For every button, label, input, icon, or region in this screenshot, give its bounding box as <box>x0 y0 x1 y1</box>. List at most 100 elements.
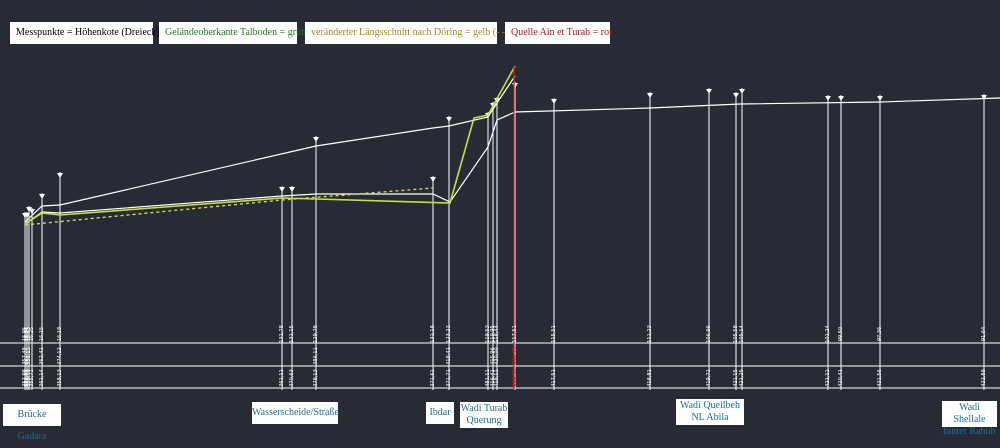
height-marker-triangle <box>551 99 557 104</box>
height-marker-triangle <box>877 96 883 101</box>
station-value-label: 374,12 <box>57 347 63 365</box>
legend-revised-yellow: veränderter Längsschnitt nach Döring = g… <box>305 22 509 44</box>
station-value-label: 119,95 <box>490 325 496 343</box>
location-bruecke-gadara: Brücke Gadara <box>3 404 61 442</box>
location-label: Brücke Gadara <box>17 409 47 442</box>
height-marker-triangle <box>313 137 319 142</box>
station-value-label: 444,58 <box>512 369 518 387</box>
station-lines <box>22 82 987 390</box>
height-marker-triangle <box>647 93 653 98</box>
height-marker-triangle <box>706 89 712 94</box>
station-value-label: 419,71 <box>706 369 712 387</box>
station-value-label: 16,18 <box>57 327 63 341</box>
location-wadi-shellale: Wadi Shellale hinter Rahub <box>942 401 997 437</box>
location-label: Wadi Queilbeh NL Abila <box>679 400 740 423</box>
location-wadi-queilbeh: Wadi Queilbeh NL Abila <box>676 399 744 425</box>
legend-spring-red: Quelle Ain et Turab = rot <box>505 22 612 44</box>
location-wadi-turab: Wadi Turab Querung <box>460 402 508 428</box>
station-value-label: 105,58 <box>733 325 739 343</box>
height-marker-triangle <box>981 95 987 100</box>
station-value-label: 132,18 <box>430 325 436 343</box>
location-label: Wasserscheide/Straße <box>252 407 339 418</box>
profile-line-lower <box>24 97 1000 225</box>
station-value-label: 16,91 <box>24 327 30 341</box>
station-value-label: 421,56 <box>877 369 883 387</box>
station-value-label: 421,15 <box>733 369 739 387</box>
station-value-label: 117,51 <box>512 325 518 343</box>
station-value-label: 418,81 <box>647 369 653 387</box>
station-value-label: 129,78 <box>313 325 319 343</box>
station-value-label: 415,96 <box>490 347 496 365</box>
station-value-label: 444,35 <box>512 347 518 365</box>
station-value-label: 358,01 <box>24 369 30 387</box>
legend-label: Messpunkte = Höhenkote (Dreieck) <box>16 27 160 38</box>
station-value-label: 91,64 <box>981 327 987 341</box>
height-marker-triangle <box>512 83 518 88</box>
station-value-label: 430,00 <box>494 347 500 365</box>
station-value-label: 386,11 <box>313 347 319 365</box>
station-value-label: 131,78 <box>279 325 285 343</box>
legend-label: Geländeoberkante Talboden = grün <box>165 27 307 38</box>
station-value-label: 355,71 <box>29 369 35 387</box>
station-value-label: 422,88 <box>981 369 987 387</box>
station-value-label: 118,44 <box>494 325 500 343</box>
station-value-label: 101,24 <box>825 325 831 343</box>
height-marker-triangle <box>494 98 500 103</box>
legend-measuring-points: Messpunkte = Höhenkote (Dreieck) <box>10 22 160 44</box>
station-value-label: 361,14 <box>39 369 45 387</box>
height-marker-triangle <box>825 96 831 101</box>
station-value-label: 16,25 <box>29 327 35 341</box>
terrain-line-green <box>24 65 516 225</box>
station-value-label: 371,71 <box>446 369 452 387</box>
station-value-label: 418,41 <box>446 347 452 365</box>
station-value-label: 417,51 <box>551 369 557 387</box>
height-marker-triangle <box>733 93 739 98</box>
height-marker-triangle <box>57 173 63 178</box>
station-value-label: 131,15 <box>289 325 295 343</box>
revised-line-yellow-dashed <box>24 187 434 226</box>
station-value-label: 105,14 <box>739 325 745 343</box>
legend-label: veränderter Längsschnitt nach Döring = g… <box>311 27 509 38</box>
height-marker-triangle <box>739 89 745 94</box>
location-label: Wadi Shellale hinter Rahub <box>943 402 996 437</box>
legend-label: Quelle Ain et Turab = rot <box>511 27 612 38</box>
location-label: Ibdar <box>429 407 451 418</box>
station-value-label: 16,15 <box>39 327 45 341</box>
station-value-label: 97,36 <box>877 327 883 341</box>
height-marker-triangle <box>430 177 436 182</box>
station-value-label: 111,23 <box>647 325 653 343</box>
station-value-label: 99,50 <box>838 327 844 341</box>
station-table: 16,95 357,48 357,98 16,91 358,01 16,63 358,11 3… <box>22 325 987 387</box>
station-value-label: 358,13 <box>57 369 63 387</box>
station-value-label: 361,11 <box>279 369 285 387</box>
longitudinal-profile: 16,95 357,48 357,98 16,91 358,01 16,63 358,11 3… <box>0 65 1000 390</box>
station-value-label: 16,63 <box>26 327 32 341</box>
station-value-label: 370,63 <box>289 369 295 387</box>
height-marker-triangle <box>279 187 285 192</box>
station-value-label: 421,25 <box>739 369 745 387</box>
station-value-label: 357,98 <box>22 369 28 387</box>
height-marker-triangle <box>26 207 32 212</box>
location-ibdar: Ibdar <box>426 402 454 424</box>
legend-terrain-green: Geländeoberkante Talboden = grün <box>159 22 306 44</box>
station-value-label: 481,11 <box>485 369 491 387</box>
height-marker-triangle <box>39 194 45 199</box>
station-value-label: 106,96 <box>706 325 712 343</box>
height-marker-triangle <box>838 96 844 101</box>
station-value-label: 119,53 <box>485 325 491 343</box>
station-value-label: 421,11 <box>825 369 831 387</box>
station-value-label: 359,76 <box>26 369 32 387</box>
location-wasserscheide: Wasserscheide/Straße <box>252 402 339 424</box>
location-label: Wadi Turab Querung <box>460 403 508 426</box>
station-value-label: 362,41 <box>39 347 45 365</box>
station-value-label: 115,51 <box>551 325 557 343</box>
station-value-label: 358,11 <box>26 347 32 365</box>
station-value-label: 378,13 <box>313 369 319 387</box>
height-marker-triangle <box>446 117 452 122</box>
station-value-label: 123,23 <box>446 325 452 343</box>
station-value-label: 16,95 <box>22 327 28 341</box>
height-marker-triangle <box>289 187 295 192</box>
profile-line-upper <box>24 75 516 223</box>
station-value-label: 416,41 <box>490 369 496 387</box>
station-value-label: 420,41 <box>838 369 844 387</box>
